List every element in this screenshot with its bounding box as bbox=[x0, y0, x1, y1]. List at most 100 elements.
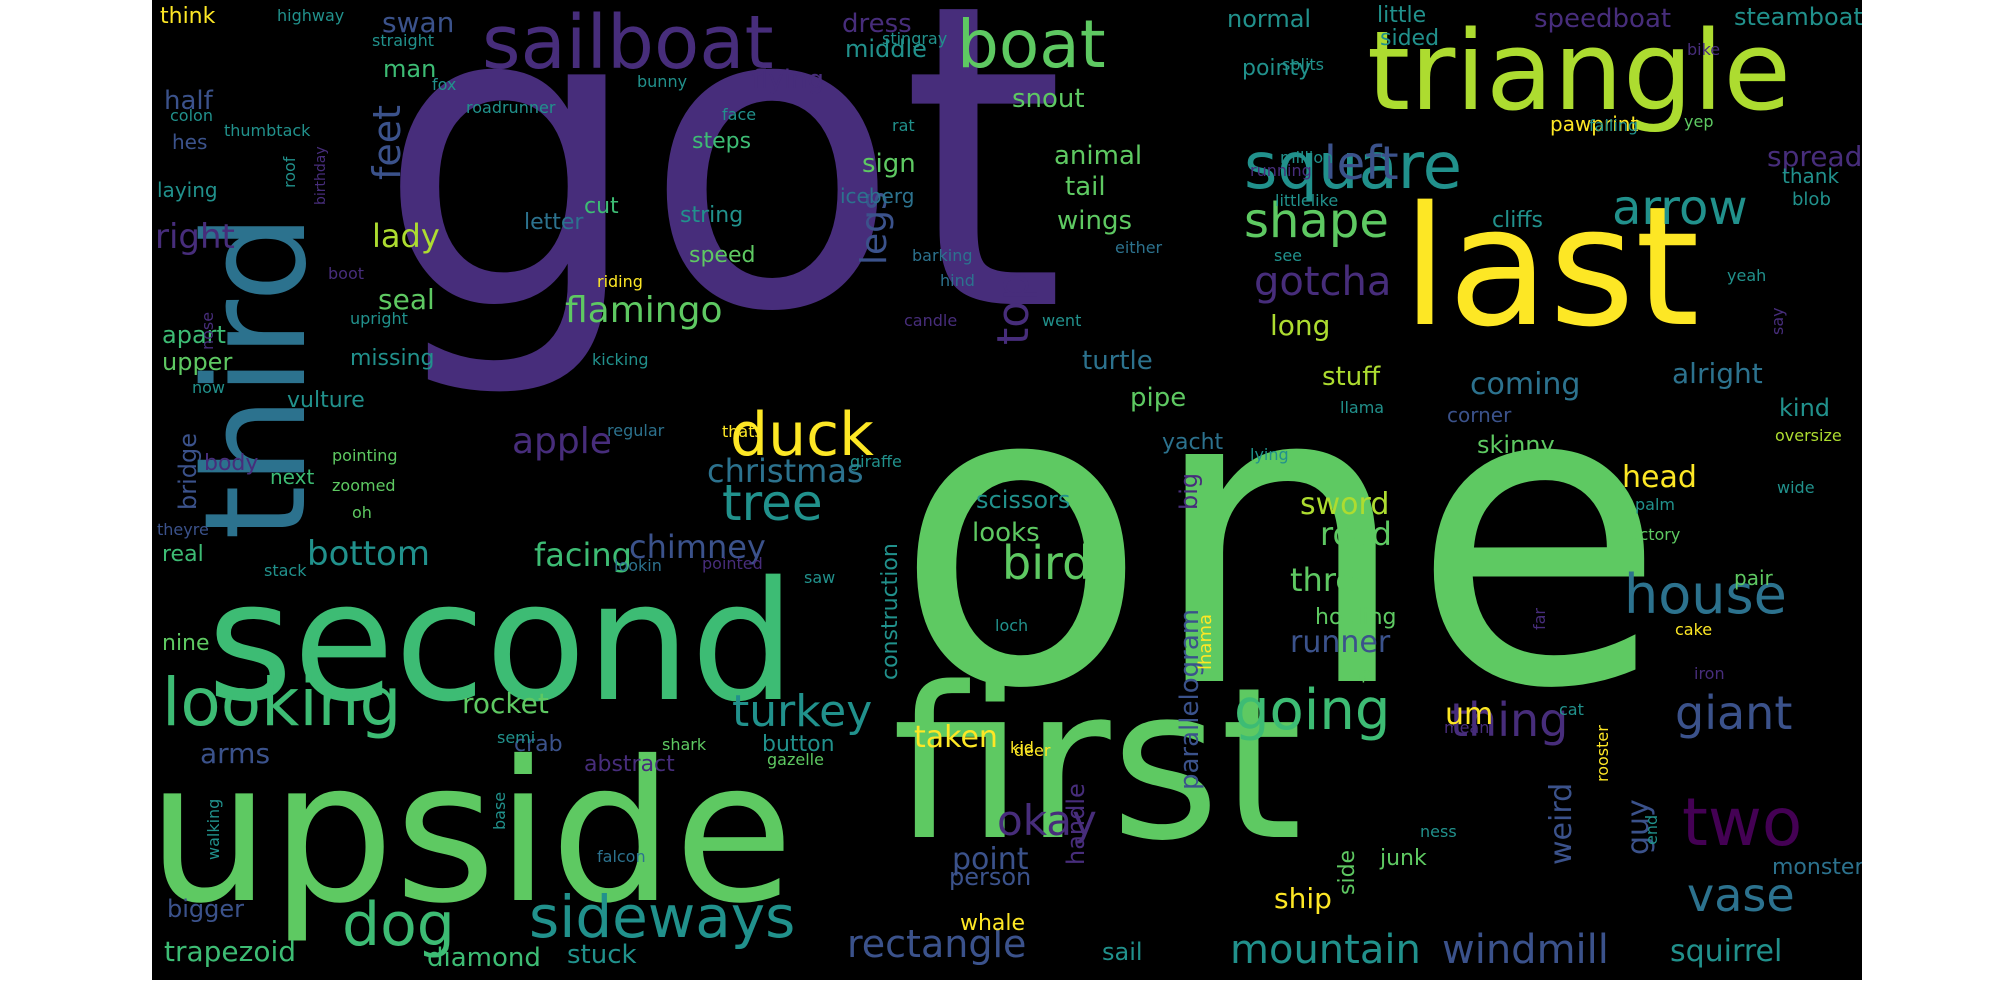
word: third bbox=[175, 213, 338, 540]
word: going bbox=[1234, 678, 1391, 743]
word: apart bbox=[162, 321, 226, 349]
word: tree bbox=[722, 474, 823, 532]
word: thats bbox=[722, 422, 763, 441]
word: factory bbox=[1624, 525, 1681, 544]
word: road bbox=[1320, 515, 1392, 553]
word: bunny bbox=[637, 72, 688, 91]
word: sail bbox=[1102, 938, 1143, 966]
word: pair bbox=[1734, 566, 1773, 590]
word: thumbtack bbox=[224, 121, 311, 140]
word: loch bbox=[995, 616, 1029, 635]
word: square bbox=[1244, 130, 1463, 204]
word: sideways bbox=[529, 883, 796, 951]
word: splits bbox=[1282, 55, 1324, 74]
word: coming bbox=[1470, 367, 1581, 402]
word: rectangle bbox=[847, 922, 1027, 966]
word: upright bbox=[350, 309, 408, 328]
word: upside bbox=[152, 719, 794, 946]
word: pipe bbox=[1130, 383, 1187, 413]
word: pointing bbox=[332, 446, 398, 465]
word: duck bbox=[730, 400, 874, 470]
word: triangle bbox=[1367, 7, 1792, 135]
word: cut bbox=[584, 194, 619, 219]
word: mountain bbox=[1230, 927, 1421, 973]
word: junk bbox=[1380, 846, 1427, 871]
word: snout bbox=[1012, 84, 1085, 114]
word: think bbox=[160, 4, 216, 29]
word: running bbox=[1250, 161, 1312, 180]
word: iceberg bbox=[840, 184, 915, 208]
word: middle bbox=[845, 35, 927, 63]
word: left bbox=[1324, 136, 1399, 190]
word: flamingo bbox=[565, 290, 723, 331]
word: barking bbox=[912, 246, 973, 265]
word: runner bbox=[1290, 625, 1391, 660]
word: falcon bbox=[597, 847, 646, 866]
word: yep bbox=[1684, 112, 1714, 131]
word: vulture bbox=[287, 388, 365, 413]
word: long bbox=[1270, 309, 1331, 342]
word: crab bbox=[514, 732, 563, 757]
word: hes bbox=[172, 130, 208, 154]
word: either bbox=[1115, 238, 1163, 257]
word: lhama bbox=[1195, 613, 1216, 670]
word: real bbox=[162, 542, 204, 567]
word: far bbox=[1530, 607, 1549, 630]
word: two bbox=[1682, 784, 1803, 861]
word: stingray bbox=[882, 29, 948, 48]
word: walking bbox=[204, 798, 223, 860]
word: iron bbox=[1694, 664, 1725, 683]
word: giraffe bbox=[850, 452, 902, 471]
word: tail bbox=[1065, 172, 1106, 202]
word: point bbox=[952, 842, 1029, 877]
word: weird bbox=[1544, 782, 1579, 865]
word: zoomed bbox=[332, 476, 396, 495]
word: roadrunner bbox=[466, 98, 556, 117]
word: little bbox=[1377, 3, 1427, 28]
word: now bbox=[192, 378, 226, 397]
word: vase bbox=[1687, 868, 1795, 922]
word: facing bbox=[534, 536, 632, 574]
word: turtle bbox=[1082, 346, 1153, 376]
word: speed bbox=[689, 243, 756, 268]
word: regular bbox=[607, 421, 665, 440]
word: fox bbox=[432, 75, 457, 94]
word: wide bbox=[1777, 478, 1815, 497]
word: kind bbox=[1779, 394, 1831, 422]
word: thing bbox=[1450, 693, 1569, 747]
word: dog bbox=[342, 890, 455, 960]
word: christmas bbox=[707, 452, 864, 490]
word: lady bbox=[372, 217, 440, 255]
word: gotcha bbox=[1254, 259, 1392, 305]
word: sided bbox=[1380, 26, 1440, 51]
word: bird bbox=[1002, 536, 1092, 590]
word: roof bbox=[280, 156, 299, 188]
word: boat bbox=[957, 6, 1106, 83]
word: mean bbox=[1444, 718, 1490, 737]
word: head bbox=[1622, 460, 1697, 495]
word: speedboat bbox=[1534, 4, 1672, 34]
word: pointed bbox=[702, 554, 763, 573]
word: half bbox=[164, 86, 213, 116]
word: wings bbox=[1057, 206, 1133, 236]
word: corner bbox=[1447, 403, 1512, 427]
word: sword bbox=[1300, 487, 1390, 522]
word: trapezoid bbox=[164, 935, 297, 968]
word: looks bbox=[972, 518, 1040, 548]
word: house bbox=[1624, 563, 1787, 626]
word: yacht bbox=[1162, 430, 1224, 455]
word: diamond bbox=[427, 943, 541, 973]
word: side bbox=[1335, 849, 1360, 895]
word: handle bbox=[1062, 783, 1090, 865]
word: arrow bbox=[1612, 180, 1748, 236]
word: abstract bbox=[584, 752, 675, 777]
word: skinny bbox=[1477, 431, 1555, 459]
word: lookin bbox=[614, 556, 662, 575]
word: sailboat bbox=[482, 0, 774, 86]
word: million bbox=[1280, 148, 1334, 167]
word: okay bbox=[997, 796, 1097, 845]
word: thank bbox=[1782, 164, 1840, 188]
word: chimney bbox=[629, 528, 766, 566]
word: feet bbox=[365, 104, 409, 180]
word: dress bbox=[842, 9, 912, 39]
